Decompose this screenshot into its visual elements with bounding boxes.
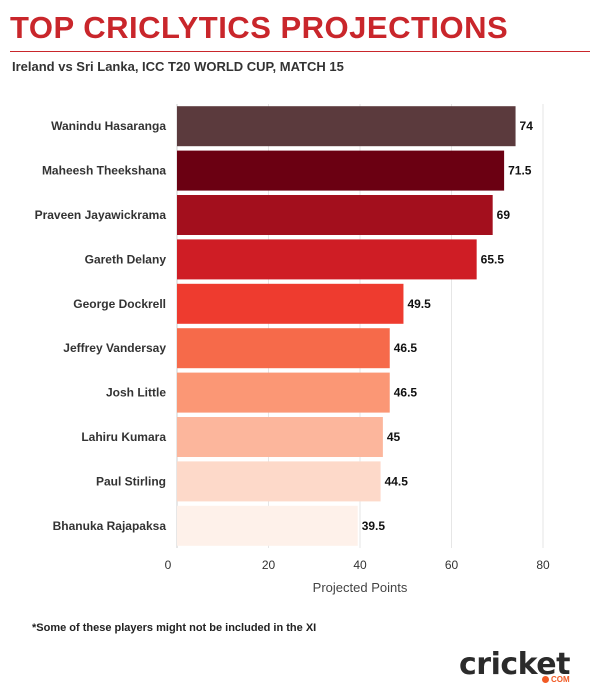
chart-title: TOP CRICLYTICS PROJECTIONS [10,10,509,45]
data-label: 46.5 [394,386,418,400]
bar [177,106,516,147]
category-label: Bhanuka Rajapaksa [53,519,167,533]
category-label: Maheesh Theekshana [42,164,166,178]
data-label: 46.5 [394,341,418,355]
category-label: Praveen Jayawickrama [35,208,167,222]
data-label: 45 [387,430,401,444]
bar [177,283,404,324]
bar [177,505,358,546]
chart-subtitle: Ireland vs Sri Lanka, ICC T20 WORLD CUP,… [12,59,344,74]
category-label: George Dockrell [73,297,166,311]
bar-chart: Wanindu Hasaranga 74 Maheesh Theekshana 71.… [35,104,550,595]
title-divider [10,51,590,52]
x-tick-label: 40 [353,558,367,572]
data-label: 39.5 [362,519,386,533]
data-label: 69 [497,208,511,222]
cricket-com-logo: cricket COM [459,647,579,687]
category-label: Paul Stirling [96,474,166,488]
bar [177,239,477,280]
bar [177,417,383,457]
logo-dot-icon [542,676,549,683]
data-label: 71.5 [508,164,532,178]
data-label: 49.5 [407,297,431,311]
bar [177,461,381,502]
x-tick-label: 80 [536,558,550,572]
x-tick-label: 60 [445,558,459,572]
category-label: Jeffrey Vandersay [63,341,166,355]
x-axis-title: Projected Points [313,580,408,595]
category-label: Josh Little [106,386,166,400]
footnote: *Some of these players might not be incl… [32,622,317,634]
bar [177,195,493,235]
category-label: Gareth Delany [85,252,167,266]
data-label: 44.5 [385,474,409,488]
category-label: Wanindu Hasaranga [51,119,166,133]
logo-wordmark: cricket [459,647,570,682]
category-label: Lahiru Kumara [81,430,166,444]
logo-suffix: COM [551,675,570,684]
bar [177,372,390,413]
x-tick-label: 20 [262,558,276,572]
data-label: 74 [520,119,534,133]
x-tick-label: 0 [165,558,172,572]
bar [177,328,390,369]
data-label: 65.5 [481,252,505,266]
bar [177,150,505,191]
